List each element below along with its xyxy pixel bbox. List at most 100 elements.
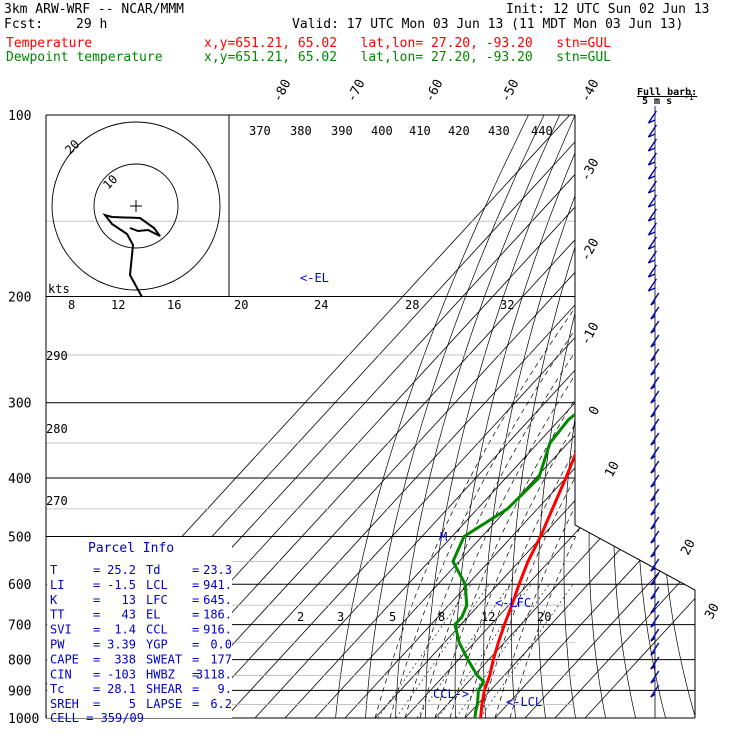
moist-adiabat-line	[389, 296, 599, 718]
isotherm-line	[314, 115, 695, 718]
moist-adiabat-line	[419, 296, 629, 718]
parcel-info-value: 338	[114, 652, 136, 666]
temperature-axis-label: -60	[422, 77, 446, 105]
temperature-axis-label: -50	[498, 77, 522, 105]
dry-adiabat-line	[636, 115, 695, 718]
wind-barb-feather	[647, 124, 657, 138]
parcel-info-eq: =	[93, 697, 100, 711]
mixing-ratio-line	[377, 584, 472, 718]
parcel-info-key: Td	[146, 563, 160, 577]
dry-adiabat-line	[333, 115, 529, 718]
wind-barb-feather	[650, 348, 660, 362]
wind-barb-feather	[647, 180, 657, 194]
moist-adiabat-line	[404, 296, 614, 718]
parcel-info-key: Tc	[50, 682, 64, 696]
parcel-info-key: SREH	[50, 697, 79, 711]
parcel-info-value: 28.1	[107, 682, 136, 696]
barb-legend-value: 5 m s	[642, 96, 672, 107]
wind-barb-feather	[647, 222, 657, 236]
temperature-axis-label: -30	[578, 156, 602, 184]
mixing-ratio-label: 8	[438, 610, 445, 624]
parcel-info-eq: =	[192, 638, 199, 652]
mixing-ratio-line	[479, 584, 574, 718]
dry-adiabat-line	[425, 115, 576, 718]
wind-barb-feather	[650, 376, 660, 390]
parcel-info-eq: =	[93, 593, 100, 607]
temperature-profile-line	[479, 115, 695, 718]
parcel-info-panel	[47, 537, 232, 718]
wind-barb-feather	[650, 642, 660, 656]
wind-barb-feather	[650, 516, 660, 530]
wind-barb-feather	[647, 264, 657, 278]
hodograph-speed-label: 24	[314, 298, 328, 312]
parcel-info-cell: CELL = 359/09	[50, 711, 144, 725]
moist-adiabat-line	[509, 296, 695, 718]
dry-adiabat-line	[705, 115, 740, 731]
moist-adiabat-line	[434, 296, 644, 718]
pressure-label: 100	[8, 109, 31, 124]
theta-label: 440	[531, 124, 553, 138]
mixing-ratio-line	[437, 584, 532, 718]
theta-label: 390	[331, 124, 353, 138]
theta-label: 290	[46, 349, 68, 363]
parcel-info-eq: =	[192, 682, 199, 696]
wind-barb-feather	[650, 614, 660, 628]
wind-barb-feather	[650, 670, 660, 684]
wind-barb-feather	[650, 586, 660, 600]
temperature-axis-label: -40	[578, 77, 602, 105]
parcel-info-value: -1.5	[107, 578, 136, 592]
moist-adiabat-line	[374, 296, 584, 718]
parcel-info-value: 645.	[203, 593, 232, 607]
hodograph-ring-label: 10	[100, 172, 120, 192]
wind-barb-feather	[650, 656, 660, 670]
parcel-info-key: LCL	[146, 578, 168, 592]
parcel-info-eq: =	[93, 667, 100, 681]
pressure-label: 400	[8, 472, 31, 487]
parcel-info-value: 916.	[203, 623, 232, 637]
pressure-label: 700	[8, 619, 31, 634]
pressure-label: 900	[8, 684, 31, 699]
temperature-location: x,y=651.21, 65.02 lat,lon= 27.20, -93.20…	[204, 36, 611, 51]
parcel-info-eq: =	[192, 563, 199, 577]
parcel-info-key: SHEAR	[146, 682, 183, 696]
dry-adiabat-line	[510, 115, 623, 718]
wind-barb-feather	[650, 460, 660, 474]
level-annotation: CCL->	[433, 687, 469, 701]
pressure-label: 200	[8, 291, 31, 306]
hodograph-speed-label: 20	[234, 298, 248, 312]
valid-time: Valid: 17 UTC Mon 03 Jun 13 (11 MDT Mon …	[292, 17, 684, 32]
wind-barb-feather	[647, 166, 657, 180]
level-annotation: <-LCL	[506, 695, 542, 709]
temperature-axis-label: 30	[702, 601, 723, 622]
theta-label: 400	[371, 124, 393, 138]
parcel-info-key: SVI	[50, 623, 72, 637]
parcel-info-value: 25.2	[107, 563, 136, 577]
parcel-info-title: Parcel Info	[88, 541, 174, 556]
isotherm-line	[344, 115, 695, 718]
moist-adiabat-line	[494, 296, 695, 718]
parcel-info-eq: =	[93, 652, 100, 666]
hodograph-ring-label: 20	[62, 137, 82, 157]
isotherm-line	[224, 115, 695, 718]
temperature-legend: Temperature	[6, 36, 93, 51]
mixing-ratio-label: 12	[481, 610, 495, 624]
theta-label: 370	[249, 124, 271, 138]
temperature-axis-label: -80	[270, 77, 294, 105]
wind-barb-feather	[650, 418, 660, 432]
wind-barb-feather	[647, 138, 657, 152]
mixing-ratio-label: 2	[297, 610, 304, 624]
hodograph-speed-label: 8	[68, 298, 75, 312]
cape-marker: M	[440, 530, 447, 544]
wind-barb-feather	[650, 572, 660, 586]
mixing-ratio-label: 20	[537, 610, 551, 624]
pressure-label: 800	[8, 654, 31, 669]
wind-barb-feather	[647, 250, 657, 264]
isotherm-line	[494, 115, 695, 718]
wind-barb-feather	[650, 404, 660, 418]
hodograph-ring-inner	[93, 163, 179, 249]
isotherm-line	[524, 115, 695, 718]
wind-barb-feather	[647, 278, 657, 292]
fcst-value: 29 h	[76, 17, 108, 32]
wind-barb-feather	[650, 362, 660, 376]
